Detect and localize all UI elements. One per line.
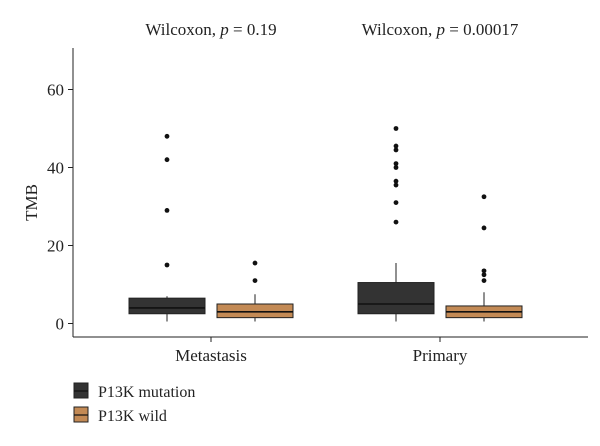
outlier-point <box>164 133 170 139</box>
legend: P13K mutation P13K wild <box>73 382 195 425</box>
outlier-point <box>164 262 170 268</box>
outlier-point <box>252 278 258 283</box>
box-p13k-wild-primary <box>445 194 523 322</box>
legend-label: P13K mutation <box>98 384 195 401</box>
outlier-point <box>164 208 170 213</box>
y-tick-label: 0 <box>56 315 65 334</box>
outlier-point <box>393 200 399 206</box>
legend-item: P13K wild <box>73 406 167 425</box>
y-axis-title: TMB <box>22 184 41 221</box>
outlier-point <box>481 194 487 200</box>
outlier-point <box>252 260 258 266</box>
box-iqr <box>357 282 435 315</box>
outlier-point <box>481 278 487 283</box>
x-tick-label: Primary <box>413 346 468 365</box>
y-tick-label: 40 <box>47 159 64 178</box>
box-iqr <box>128 297 206 315</box>
outlier-point <box>164 157 170 163</box>
wilcoxon-annotations: Wilcoxon, p = 0.19 Wilcoxon, p = 0.00017 <box>145 20 518 39</box>
outlier-point <box>393 161 399 167</box>
outlier-point <box>393 126 399 131</box>
outlier-point <box>393 182 399 188</box>
y-tick-label: 60 <box>47 81 64 100</box>
axes: 0 20 40 60 Metastasis Primary <box>47 48 588 365</box>
annotation-primary: Wilcoxon, p = 0.00017 <box>362 20 519 39</box>
outlier-point <box>481 268 487 274</box>
outlier-point <box>481 225 487 231</box>
outlier-point <box>393 178 399 184</box>
legend-label: P13K wild <box>98 408 167 425</box>
outlier-point <box>393 147 399 153</box>
outlier-point <box>393 143 399 149</box>
outlier-point <box>481 272 487 278</box>
y-tick-label: 20 <box>47 237 64 256</box>
box-iqr <box>216 303 294 319</box>
outlier-point <box>393 219 399 225</box>
outlier-point <box>393 165 399 170</box>
boxes <box>128 126 523 322</box>
box-p13k-wild-metastasis <box>216 260 294 322</box>
annotation-metastasis: Wilcoxon, p = 0.19 <box>145 20 276 39</box>
legend-item: P13K mutation <box>73 382 195 401</box>
box-p13k-mutation-metastasis <box>128 133 206 322</box>
x-tick-label: Metastasis <box>175 346 247 365</box>
box-p13k-mutation-primary <box>357 126 435 322</box>
